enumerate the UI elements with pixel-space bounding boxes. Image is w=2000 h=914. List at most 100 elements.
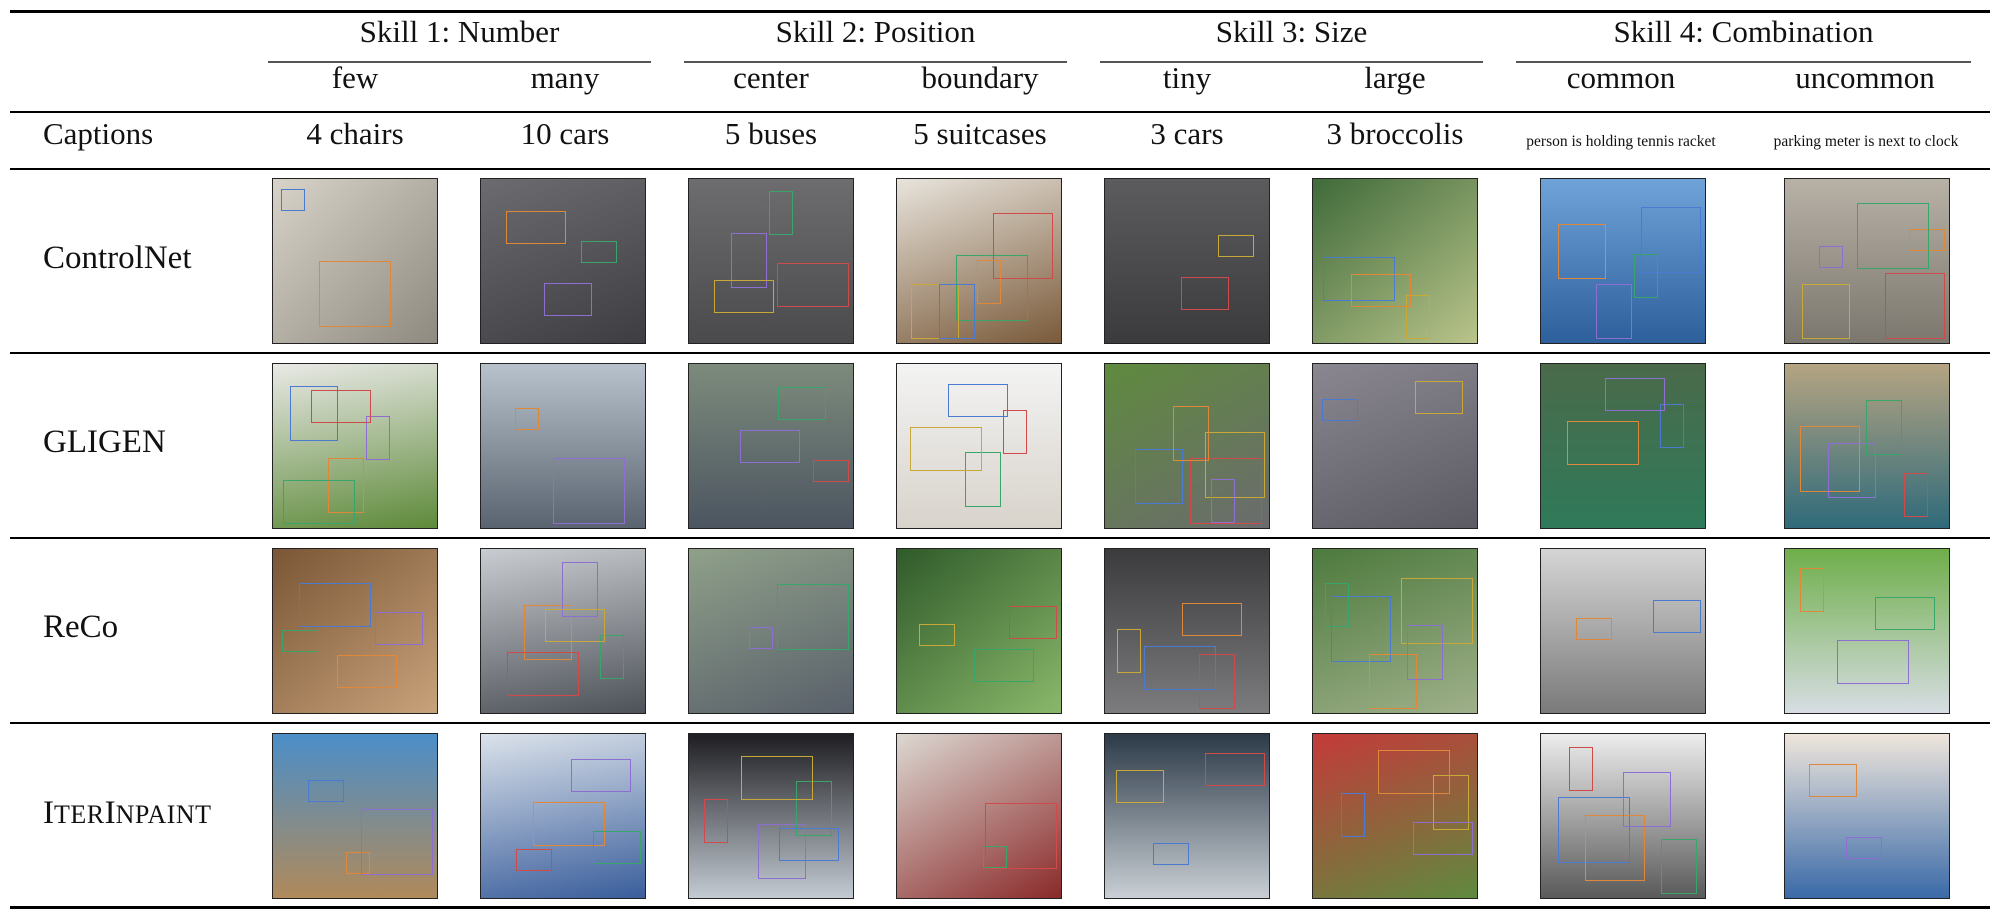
bounding-box (1378, 749, 1451, 794)
bounding-box (570, 759, 631, 793)
bounding-box (1604, 378, 1665, 412)
generated-image (480, 363, 646, 529)
bottom-rule (10, 906, 1990, 909)
subheader-boundary: boundary (921, 60, 1039, 95)
bounding-box (983, 846, 1007, 868)
method-gligen: GLIGEN (43, 424, 166, 460)
generated-image (896, 363, 1062, 529)
bounding-box (1181, 603, 1242, 637)
bounding-box (1828, 442, 1877, 498)
generated-image (272, 178, 438, 344)
bounding-box (938, 284, 975, 339)
bounding-box (1633, 253, 1658, 298)
generated-image (688, 363, 854, 529)
bounding-box (1585, 814, 1646, 881)
generated-image (480, 178, 646, 344)
bounding-box (795, 781, 832, 837)
generated-image (272, 363, 438, 529)
bounding-box (1153, 842, 1190, 865)
method-iterinpaint: ITERINPAINT (43, 795, 212, 831)
bounding-box (1218, 234, 1255, 257)
skill-4-header: Skill 4: Combination (1613, 14, 1874, 49)
bounding-box (1653, 600, 1701, 634)
bounding-box (985, 803, 1057, 870)
bounding-box (703, 798, 728, 843)
bounding-box (955, 255, 1028, 322)
bounding-box (361, 809, 433, 876)
generated-image (1104, 548, 1270, 714)
bounding-box (1641, 206, 1701, 273)
bounding-box (777, 262, 849, 307)
generated-image (688, 733, 854, 899)
captions-label: Captions (43, 116, 154, 151)
bounding-box (1874, 597, 1935, 631)
bounding-box (1205, 753, 1265, 787)
bounding-box (336, 655, 397, 689)
subheader-tiny: tiny (1162, 60, 1212, 95)
method-reco: ReCo (43, 609, 119, 645)
bounding-box (741, 755, 814, 800)
subheader-uncommon: uncommon (1795, 60, 1935, 95)
skill-2-underline (684, 61, 1067, 63)
bounding-box (561, 562, 598, 618)
bounding-box (947, 384, 1008, 418)
bounding-box (1323, 256, 1396, 301)
generated-image (1104, 178, 1270, 344)
caption-3-cars: 3 cars (1150, 116, 1224, 151)
bounding-box (919, 623, 956, 646)
bounding-box (1401, 578, 1473, 645)
subheader-many: many (530, 60, 600, 95)
bounding-box (282, 629, 319, 652)
caption-rule (10, 168, 1990, 170)
bounding-box (778, 828, 839, 862)
bounding-box (365, 415, 390, 460)
generated-image (1784, 548, 1950, 714)
bounding-box (1576, 617, 1613, 640)
bounding-box (1009, 606, 1057, 640)
bounding-box (1865, 400, 1902, 456)
bounding-box (993, 212, 1054, 279)
generated-image (1312, 363, 1478, 529)
caption-4-chairs: 4 chairs (306, 116, 404, 151)
generated-image (1104, 733, 1270, 899)
bounding-box (1819, 246, 1843, 268)
generated-image (1540, 363, 1706, 529)
bounding-box (543, 283, 592, 317)
generated-image (480, 733, 646, 899)
bounding-box (1115, 770, 1164, 804)
generated-image (1312, 733, 1478, 899)
bounding-box (739, 430, 800, 464)
caption-5-buses: 5 buses (724, 116, 818, 151)
bounding-box (713, 280, 774, 314)
header-rule (10, 111, 1990, 113)
bounding-box (1595, 284, 1632, 339)
bounding-box (1846, 836, 1883, 859)
generated-image (688, 548, 854, 714)
bounding-box (1885, 273, 1945, 339)
top-rule (10, 10, 1990, 13)
caption-10-cars: 10 cars (520, 116, 610, 151)
subheader-few: few (331, 60, 379, 95)
generated-image (1312, 548, 1478, 714)
generated-image (480, 548, 646, 714)
bounding-box (505, 211, 566, 245)
bounding-box (599, 634, 624, 679)
bounding-box (1406, 625, 1443, 681)
bounding-box (552, 458, 625, 524)
bounding-box (1322, 398, 1359, 421)
bounding-box (749, 627, 773, 649)
bounding-box (758, 823, 807, 879)
bounding-box (973, 649, 1034, 683)
generated-image (688, 178, 854, 344)
bounding-box (327, 458, 364, 514)
bounding-box (1116, 628, 1141, 673)
bounding-box (308, 779, 345, 802)
generated-image (896, 548, 1062, 714)
subheader-common: common (1566, 60, 1676, 95)
bounding-box (533, 801, 606, 846)
bounding-box (1369, 654, 1418, 709)
skill-1-header: Skill 1: Number (359, 14, 560, 49)
subheader-large: large (1364, 60, 1426, 95)
bounding-box (1210, 478, 1235, 523)
bounding-box (1903, 472, 1928, 517)
